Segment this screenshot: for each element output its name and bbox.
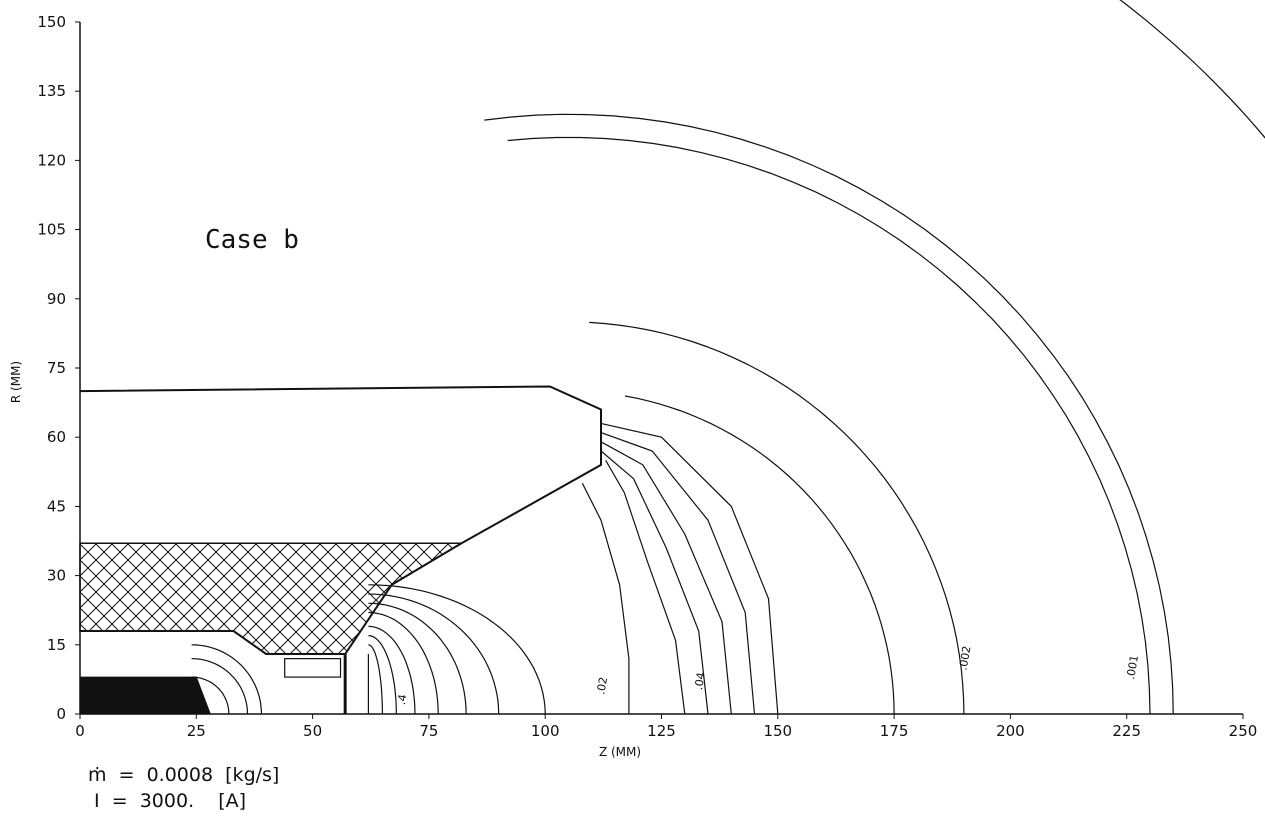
y-tick-label: 0 xyxy=(56,705,66,723)
contour-inner xyxy=(581,483,630,714)
x-tick-label: 0 xyxy=(75,722,85,740)
contour-near xyxy=(368,635,397,714)
current-note: I = 3000. [A] xyxy=(88,790,247,812)
mass-flow-note: ṁ = 0.0008 [kg/s] xyxy=(88,764,280,786)
y-tick-label: 15 xyxy=(47,636,66,654)
y-tick-label: 30 xyxy=(47,567,66,585)
x-tick-label: 100 xyxy=(531,722,560,740)
contour-cathode xyxy=(191,644,262,714)
y-tick-label: 120 xyxy=(37,151,66,169)
y-axis-label: R (MM) xyxy=(9,361,23,403)
contour-near xyxy=(368,625,416,714)
x-axis-label: Z (MM) xyxy=(599,745,641,759)
x-tick-label: 200 xyxy=(996,722,1025,740)
contour-inner xyxy=(605,460,686,715)
contour-label: .001 xyxy=(1124,654,1141,680)
y-tick-label: 135 xyxy=(37,82,66,100)
y-tick-label: 90 xyxy=(47,290,66,308)
contour-inner xyxy=(600,422,779,715)
y-tick-label: 45 xyxy=(47,497,66,515)
electrode-geometry xyxy=(79,385,602,715)
contour-near xyxy=(368,644,383,714)
contour-outer xyxy=(484,113,1174,715)
chart-title: Case b xyxy=(205,225,299,255)
x-tick-label: 75 xyxy=(419,722,438,740)
y-tick-label: 60 xyxy=(47,428,66,446)
x-tick-label: 150 xyxy=(763,722,792,740)
contour-label: .4 xyxy=(395,693,410,706)
y-tick-label: 150 xyxy=(37,13,66,31)
axes xyxy=(75,21,1244,719)
x-tick-label: 50 xyxy=(303,722,322,740)
contour-near xyxy=(368,611,439,715)
x-tick-label: 225 xyxy=(1112,722,1141,740)
anode-step xyxy=(284,658,342,678)
x-tick-label: 25 xyxy=(187,722,206,740)
y-tick-label: 75 xyxy=(47,359,66,377)
contour-inner xyxy=(600,432,756,715)
contour-outer xyxy=(507,136,1151,715)
contour-inner xyxy=(600,441,732,715)
tick-labels: 0 25 50 75 100 125 150 175 200 225 250 0 15 30 45 60 75 9… xyxy=(37,13,1257,740)
contour-lines xyxy=(191,0,1265,715)
x-tick-label: 175 xyxy=(880,722,909,740)
y-tick-label: 105 xyxy=(37,221,66,239)
contour-label: .04 xyxy=(692,671,708,690)
contour-cathode xyxy=(191,658,249,715)
x-tick-label: 125 xyxy=(647,722,676,740)
contour-cathode xyxy=(191,676,230,715)
contour-far xyxy=(1119,0,1265,139)
contour-label: .002 xyxy=(957,645,974,671)
contour-near xyxy=(368,584,546,715)
contour-inner xyxy=(600,450,709,715)
contour-outer xyxy=(624,395,895,715)
x-tick-label: 250 xyxy=(1229,722,1258,740)
contour-near xyxy=(368,593,500,715)
contour-labels: .4 .02 .04 .002 .001 xyxy=(395,645,1141,706)
electrode-outline xyxy=(79,385,602,655)
contour-outer xyxy=(589,321,965,715)
contour-label: .02 xyxy=(594,676,610,695)
contour-near xyxy=(368,602,467,715)
cathode-block xyxy=(79,676,212,715)
